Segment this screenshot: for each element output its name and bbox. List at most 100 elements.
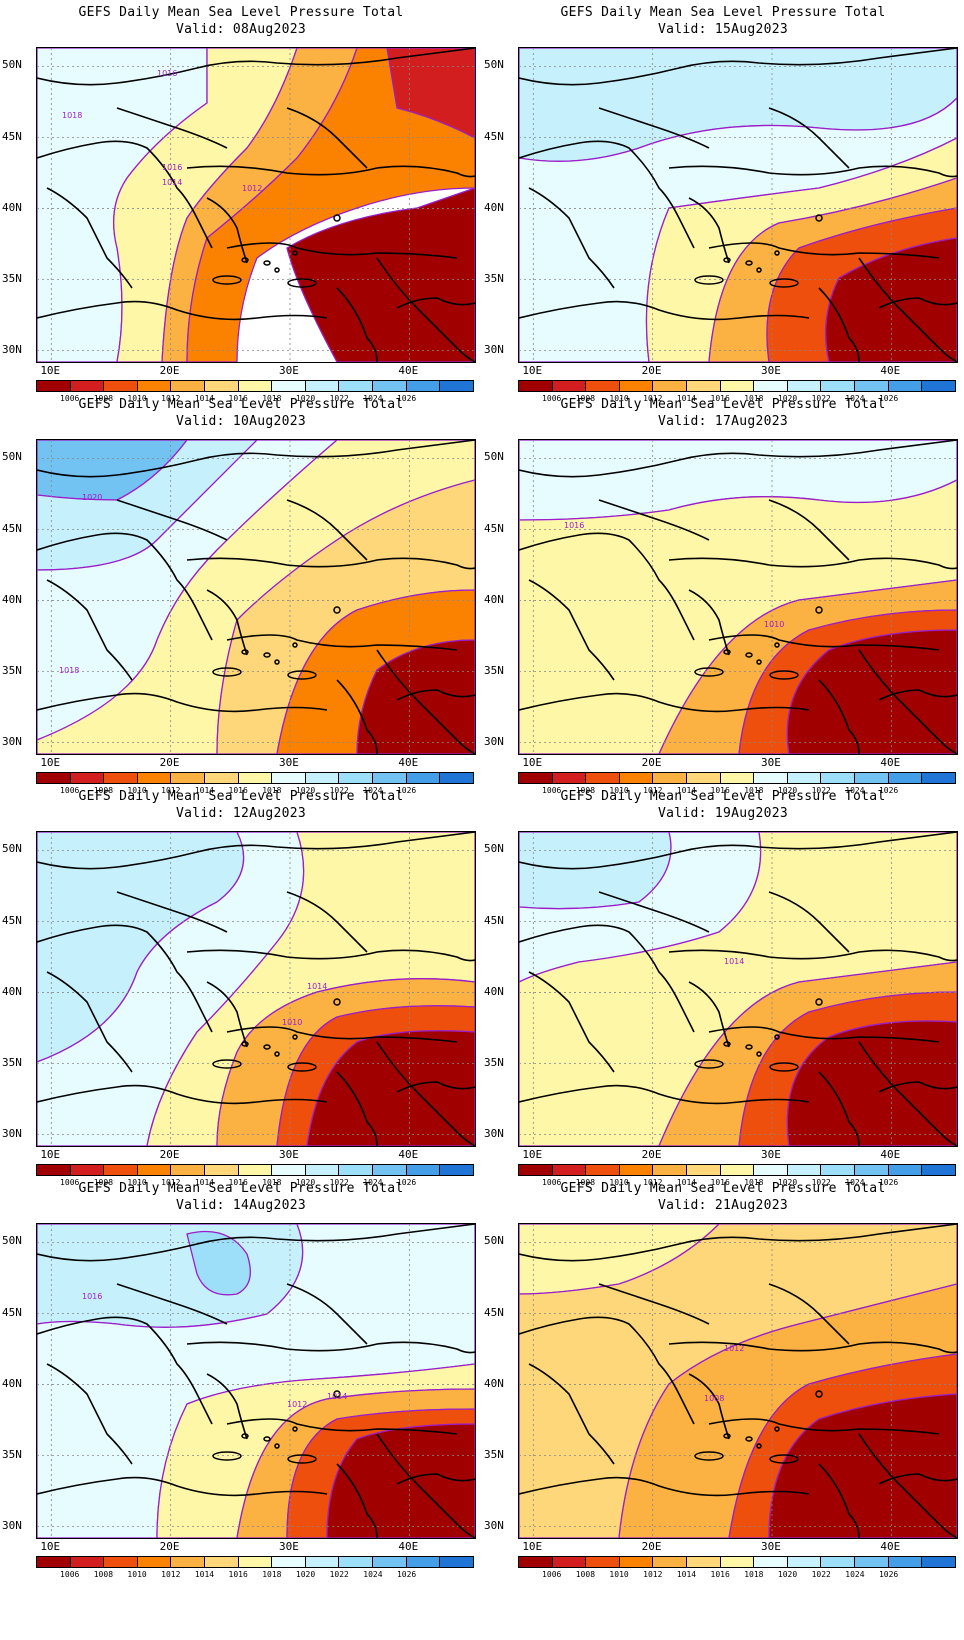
colorbar-label: 1018 bbox=[262, 1178, 282, 1187]
colorbar-swatch bbox=[821, 1165, 856, 1175]
longitude-label: 40E bbox=[880, 1540, 901, 1553]
colorbar-label: 1018 bbox=[262, 786, 282, 795]
coastline-border bbox=[528, 971, 615, 1073]
colorbar-swatch bbox=[137, 381, 172, 391]
panel-valid-date: Valid: 08Aug2023 bbox=[175, 22, 307, 37]
colorbar-label: 1020 bbox=[777, 1178, 798, 1187]
colorbar-swatch bbox=[305, 1557, 340, 1567]
coastline-border bbox=[708, 242, 940, 259]
latitude-label: 40N bbox=[484, 1376, 504, 1390]
colorbar-swatch bbox=[754, 773, 788, 783]
colorbar-label: 1014 bbox=[194, 786, 215, 795]
colorbar-swatch bbox=[37, 1165, 71, 1175]
colorbar-swatch bbox=[205, 1557, 239, 1567]
island-outline bbox=[333, 1390, 341, 1398]
island-outline bbox=[241, 649, 249, 655]
colorbar-label: 1014 bbox=[676, 1570, 697, 1579]
colorbar-swatch bbox=[619, 773, 654, 783]
colorbar-label: 1012 bbox=[161, 1178, 181, 1187]
colorbar-swatch bbox=[888, 381, 923, 391]
coastline-border bbox=[396, 1081, 475, 1093]
colorbar-label: 1008 bbox=[575, 786, 596, 795]
longitude-label: 20E bbox=[641, 364, 662, 377]
coastline-border bbox=[519, 140, 695, 249]
coastline-border bbox=[708, 634, 940, 651]
colorbar-swatch bbox=[922, 381, 955, 391]
colorbar-label: 1018 bbox=[744, 394, 764, 403]
colorbar-label: 1006 bbox=[542, 394, 562, 403]
colorbar bbox=[518, 772, 956, 784]
longitude-label: 10E bbox=[40, 1148, 61, 1161]
colorbar-swatch bbox=[787, 773, 822, 783]
colorbar-label: 1024 bbox=[845, 1178, 865, 1187]
coastline-border bbox=[858, 1433, 957, 1538]
contour-label: 1018 bbox=[59, 666, 79, 675]
colorbar-swatch bbox=[205, 381, 239, 391]
latitude-label: 45N bbox=[484, 129, 504, 143]
longitude-label: 30E bbox=[279, 364, 299, 377]
pressure-map: 1012 1008 bbox=[518, 1223, 958, 1539]
colorbar-label: 1012 bbox=[643, 1178, 663, 1187]
longitude-label: 30E bbox=[279, 1540, 299, 1553]
island-outline bbox=[756, 1443, 762, 1449]
coastline-border bbox=[336, 287, 378, 362]
colorbar-swatch bbox=[406, 773, 441, 783]
coastline-border bbox=[226, 242, 458, 259]
colorbar-swatch bbox=[70, 381, 105, 391]
colorbar-swatch bbox=[440, 1165, 473, 1175]
coastline-border bbox=[519, 1316, 695, 1425]
colorbar-label: 1006 bbox=[60, 394, 80, 403]
contour-label: 1012 bbox=[287, 1400, 307, 1409]
colorbar-label: 1020 bbox=[295, 1178, 316, 1187]
colorbar-label: 1020 bbox=[777, 786, 798, 795]
latitude-label: 45N bbox=[484, 1305, 504, 1319]
coastline-border bbox=[46, 971, 133, 1073]
colorbar-label: 1026 bbox=[878, 1570, 899, 1579]
colorbar-label: 1024 bbox=[845, 786, 865, 795]
pressure-map: 1020 1018 bbox=[36, 439, 476, 755]
contour-label: 1016 bbox=[162, 163, 182, 172]
coastline-border bbox=[396, 297, 475, 309]
pressure-band bbox=[326, 1423, 475, 1538]
pressure-band bbox=[37, 1224, 304, 1328]
colorbar-label: 1006 bbox=[60, 1570, 80, 1579]
colorbar-swatch bbox=[787, 381, 822, 391]
coastline-border bbox=[116, 107, 228, 149]
island-outline bbox=[274, 1443, 280, 1449]
coastline-border bbox=[286, 499, 368, 561]
latitude-label: 30N bbox=[2, 342, 22, 356]
colorbar-swatch bbox=[104, 1165, 138, 1175]
colorbar-swatch bbox=[238, 773, 273, 783]
colorbar-swatch bbox=[171, 381, 206, 391]
island-outline bbox=[241, 1433, 249, 1439]
panel-valid-date: Valid: 15Aug2023 bbox=[657, 22, 789, 37]
contour-label: 1016 bbox=[157, 69, 177, 78]
island-outline bbox=[287, 1454, 317, 1464]
panel-valid-date: Valid: 12Aug2023 bbox=[175, 806, 307, 821]
island-outline bbox=[815, 214, 823, 222]
panel-title: GEFS Daily Mean Sea Level Pressure Total bbox=[78, 1181, 404, 1196]
longitude-label: 30E bbox=[279, 756, 299, 769]
colorbar-swatch bbox=[104, 381, 138, 391]
colorbar-label: 1006 bbox=[542, 786, 562, 795]
colorbar-swatch bbox=[787, 1557, 822, 1567]
coastline-border bbox=[688, 589, 730, 656]
coastline-border bbox=[116, 1283, 228, 1325]
colorbar-label: 1010 bbox=[127, 786, 147, 795]
coastline-border bbox=[37, 1316, 213, 1425]
latitude-label: 50N bbox=[484, 58, 504, 72]
latitude-label: 35N bbox=[2, 1447, 22, 1461]
colorbar-swatch bbox=[922, 1557, 955, 1567]
colorbar-label: 1016 bbox=[228, 1178, 248, 1187]
colorbar-swatch bbox=[373, 773, 407, 783]
coastline-border bbox=[528, 579, 615, 681]
latitude-label: 35N bbox=[2, 663, 22, 677]
colorbar-label: 1020 bbox=[295, 394, 316, 403]
colorbar-swatch bbox=[720, 1557, 755, 1567]
colorbar-swatch bbox=[406, 1165, 441, 1175]
colorbar-swatch bbox=[339, 1165, 374, 1175]
colorbar-label: 1018 bbox=[744, 786, 764, 795]
pressure-band bbox=[186, 48, 475, 362]
colorbar-label: 1018 bbox=[744, 1570, 764, 1579]
colorbar-label: 1012 bbox=[161, 786, 181, 795]
